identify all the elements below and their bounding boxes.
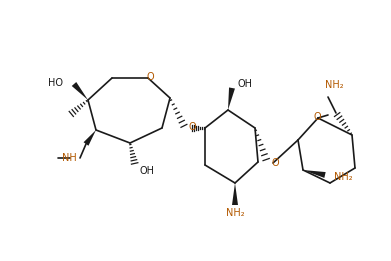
Polygon shape	[72, 82, 88, 100]
Text: NH₂: NH₂	[334, 172, 352, 182]
Text: NH₂: NH₂	[226, 208, 244, 218]
Text: O: O	[188, 122, 196, 132]
Text: OH: OH	[140, 166, 154, 176]
Text: OH: OH	[237, 79, 253, 89]
Text: HO: HO	[48, 78, 63, 88]
Polygon shape	[232, 183, 238, 205]
Polygon shape	[84, 130, 96, 146]
Polygon shape	[228, 87, 235, 110]
Text: O: O	[313, 112, 321, 122]
Text: NH₂: NH₂	[325, 80, 343, 90]
Text: NH: NH	[62, 153, 77, 163]
Polygon shape	[303, 170, 326, 178]
Text: O: O	[146, 72, 154, 82]
Text: O: O	[271, 158, 279, 168]
